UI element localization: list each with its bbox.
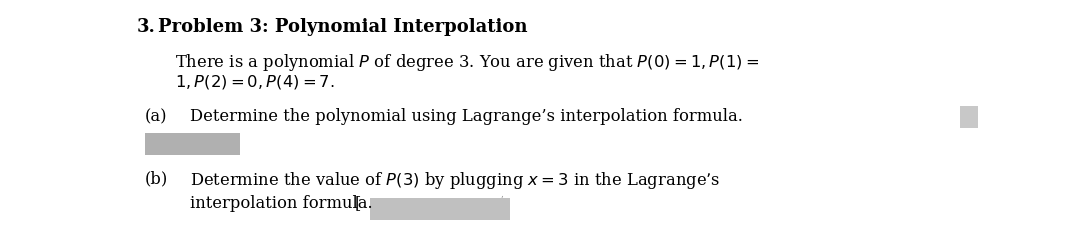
Bar — [145, 133, 240, 155]
Text: $1, P(2) = 0, P(4) = 7.$: $1, P(2) = 0, P(4) = 7.$ — [175, 73, 335, 91]
Text: There is a polynomial $P$ of degree 3. You are given that $P(0) = 1, P(1) =$: There is a polynomial $P$ of degree 3. Y… — [175, 52, 759, 73]
Text: [: [ — [355, 195, 362, 212]
Text: (b): (b) — [145, 170, 168, 187]
Bar — [370, 198, 510, 220]
Text: Determine the value of $P(3)$ by plugging $x = 3$ in the Lagrange’s: Determine the value of $P(3)$ by pluggin… — [190, 170, 720, 191]
Text: ʼ: ʼ — [500, 195, 502, 204]
Bar — [960, 106, 978, 128]
Text: 3.: 3. — [137, 18, 156, 36]
Text: Determine the polynomial using Lagrange’s interpolation formula.: Determine the polynomial using Lagrange’… — [190, 108, 743, 125]
Text: Problem 3: Polynomial Interpolation: Problem 3: Polynomial Interpolation — [158, 18, 527, 36]
Text: interpolation formula.: interpolation formula. — [190, 195, 373, 212]
Text: (a): (a) — [145, 108, 167, 125]
